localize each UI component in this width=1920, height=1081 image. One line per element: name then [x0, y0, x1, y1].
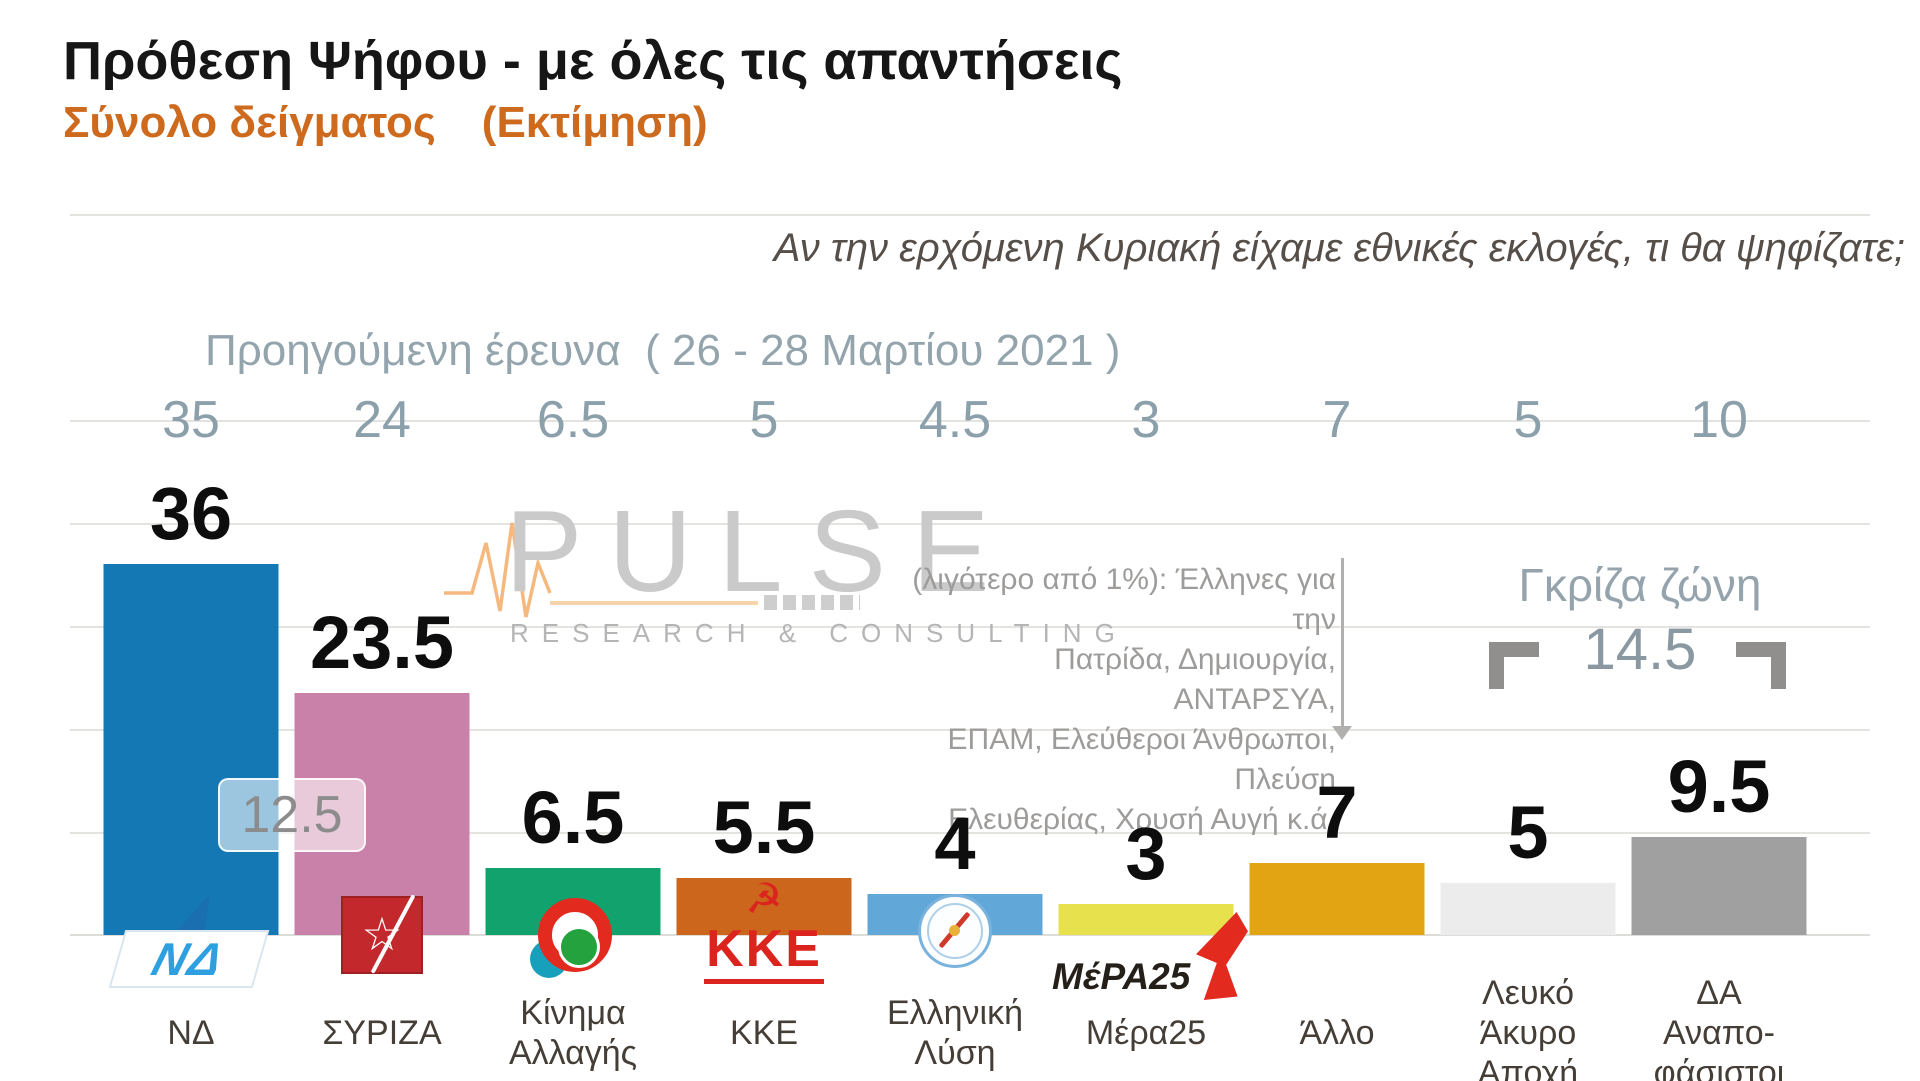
category-label-syriza: ΣΥΡΙΖΑ [322, 1014, 442, 1052]
current-value: 23.5 [309, 601, 455, 684]
column-nd: 35 36 ΝΔ ΝΔ [95, 0, 287, 1081]
current-value: 7 [1316, 771, 1358, 854]
kke-logo: ☭ ΚΚΕ [684, 876, 844, 1016]
bar-allo [1249, 863, 1425, 935]
gray-zone-label: Γκρίζα ζώνη [1518, 559, 1762, 611]
estimate-label: (Εκτίμηση) [481, 98, 708, 147]
gray-zone-bracket-right [1771, 642, 1786, 689]
kke-underline [704, 979, 824, 984]
previous-value: 4.5 [918, 391, 992, 449]
previous-value: 5 [749, 391, 779, 449]
category-label-mera25: Μέρα25 [1085, 1014, 1207, 1052]
note-line: ΕΠΑΜ, Ελεύθεροι Άνθρωποι, Πλεύση [947, 723, 1336, 796]
category-label-lefko-akyro-apochi: Λευκό Άκυρο Αποχή [1477, 974, 1579, 1081]
elliniki-lysi-compass-logo [918, 894, 992, 968]
note-line: Πατρίδα, Δημιουργία, ΑΝΤΑΡΣΥΑ, [1054, 643, 1336, 716]
bar-lefko-akyro-apochi [1440, 883, 1616, 935]
previous-value: 3 [1131, 391, 1161, 449]
kinal-logo [518, 898, 628, 1006]
page-title: Πρόθεση Ψήφου - με όλες τις απαντήσεις [63, 31, 1123, 91]
category-label-allo: Άλλο [1299, 1014, 1375, 1052]
nd-logo: ΝΔ [108, 894, 271, 988]
pulse-submark [764, 595, 860, 610]
current-value: 9.5 [1667, 745, 1771, 828]
gridline [70, 832, 1870, 834]
pulse-watermark: PULSE [505, 486, 1016, 616]
nd-flag-icon [174, 894, 210, 934]
syriza-star-icon: ☆ [361, 908, 403, 960]
nd-logo-text: ΝΔ [108, 930, 270, 988]
syriza-logo: ☆ [341, 894, 423, 974]
pulse-tagline: RESEARCH & CONSULTING [510, 618, 1128, 648]
gridline [70, 523, 1870, 525]
current-value: 5.5 [712, 786, 816, 869]
column-elliniki-lysi: 4.5 4 Ελληνική Λύση [859, 0, 1051, 1081]
column-lefko-akyro-apochi: 5 5 Λευκό Άκυρο Αποχή [1432, 0, 1624, 1081]
nd-syriza-gap-badge: 12.5 [218, 778, 366, 852]
previous-value: 6.5 [536, 391, 610, 449]
gridline [70, 626, 1870, 628]
category-label-nd: ΝΔ [167, 1014, 215, 1052]
column-mera25: 3 3 ΜέΡΑ25 Μέρα25 [1050, 0, 1248, 1081]
column-kinal: 6.5 6.5 Κίνημα Αλλαγής [477, 0, 669, 1081]
column-kke: 5 5.5 ☭ ΚΚΕ ΚΚΕ [668, 0, 860, 1081]
category-label-kinal: Κίνημα Αλλαγής [508, 994, 638, 1072]
previous-value: 35 [162, 391, 220, 449]
previous-value: 24 [353, 391, 411, 449]
gridline [70, 420, 1870, 422]
compass-inner-ring-icon [927, 903, 983, 959]
gray-zone-value: 14.5 [1583, 617, 1697, 682]
sample-label: Σύνολο δείγματος [63, 98, 436, 147]
small-parties-note: (λιγότερο από 1%): Έλληνες για την Πατρί… [888, 560, 1336, 840]
column-allo: 7 7 Άλλο [1241, 0, 1433, 1081]
current-value: 5 [1507, 791, 1549, 874]
bar-kke [676, 878, 852, 935]
compass-center-icon [949, 925, 960, 936]
kinal-green-circle-icon [558, 926, 600, 968]
mera25-logo: ΜέΡΑ25 [1044, 912, 1248, 1014]
note-line: (λιγότερο από 1%): Έλληνες για την [912, 563, 1336, 636]
gridline [70, 214, 1870, 216]
note-arrow-icon [1332, 726, 1352, 740]
survey-question: Αν την ερχόμενη Κυριακή είχαμε εθνικές ε… [773, 226, 1905, 270]
kke-logo-text: ΚΚΕ [706, 920, 822, 978]
category-label-da-anapofasistoi: ΔΑ Αναπο- φάσιστοι [1653, 974, 1785, 1081]
note-line: Ελευθερίας, Χρυσή Αυγή κ.ά. [948, 803, 1336, 836]
current-value: 4 [934, 802, 976, 885]
gray-zone-bracket-left [1489, 642, 1504, 689]
column-syriza: 24 23.5 ☆ ΣΥΡΙΖΑ [286, 0, 478, 1081]
current-value: 3 [1125, 812, 1167, 895]
chart-subtitle: Σύνολο δείγματος (Εκτίμηση) [63, 98, 708, 148]
previous-value: 5 [1513, 391, 1543, 449]
category-label-kke: ΚΚΕ [729, 1014, 799, 1052]
category-label-elliniki-lysi: Ελληνική Λύση [886, 994, 1024, 1072]
bar-da-anapofasistoi [1631, 837, 1807, 935]
bar-nd [103, 564, 279, 935]
bar-mera25 [1058, 904, 1234, 935]
gridline [70, 729, 1870, 731]
current-value: 6.5 [521, 776, 625, 859]
note-pointer-line [1341, 558, 1344, 726]
column-da-anapofasistoi: 10 9.5 ΔΑ Αναπο- φάσιστοι [1623, 0, 1815, 1081]
previous-survey-label: Προηγούμενη έρευνα ( 26 - 28 Μαρτίου 202… [205, 326, 1121, 375]
hammer-sickle-icon: ☭ [745, 875, 783, 922]
pulse-ecg-icon [444, 522, 758, 618]
mera25-logo-text: ΜέΡΑ25 [1052, 956, 1191, 997]
current-value: 36 [149, 472, 233, 555]
previous-value: 10 [1690, 391, 1748, 449]
previous-value: 7 [1322, 391, 1352, 449]
